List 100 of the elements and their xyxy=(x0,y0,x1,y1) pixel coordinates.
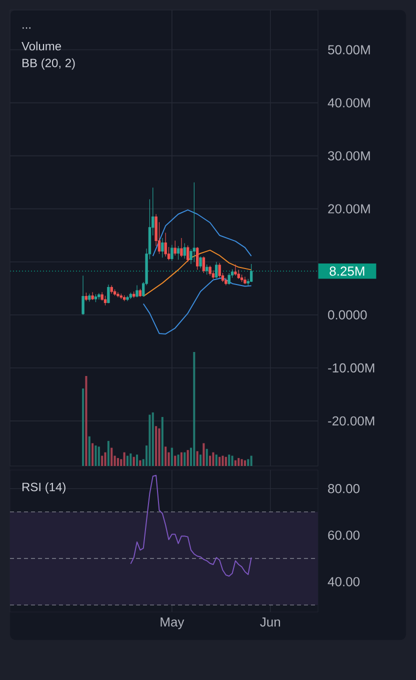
bar xyxy=(177,454,180,466)
bar xyxy=(130,453,132,466)
ref-line-label: 8.25M xyxy=(330,266,364,276)
candlestick xyxy=(110,284,113,294)
line-series xyxy=(142,277,252,334)
candlestick xyxy=(208,265,212,276)
annotation: ... xyxy=(22,27,30,29)
bar xyxy=(152,412,154,466)
y-tick-label: -20.00M xyxy=(328,416,374,426)
candlestick xyxy=(228,272,230,285)
bar xyxy=(202,443,205,466)
candlestick xyxy=(138,288,142,298)
bar xyxy=(231,456,234,466)
candlestick xyxy=(250,264,253,282)
line-series xyxy=(130,474,252,577)
bar xyxy=(107,440,110,466)
y-tick-label: 0.0000 xyxy=(328,310,367,320)
bar xyxy=(132,456,135,466)
bar xyxy=(82,388,84,466)
bar xyxy=(180,452,182,466)
bar xyxy=(94,445,97,466)
y-tick-label: 50.00M xyxy=(328,45,370,54)
y-tick-label: 80.00 xyxy=(328,484,360,494)
bar xyxy=(123,452,126,466)
candlestick xyxy=(174,240,176,256)
candlestick xyxy=(164,232,167,257)
annotation: Volume xyxy=(22,42,62,50)
bar xyxy=(234,460,236,466)
candlestick xyxy=(88,293,91,302)
bar xyxy=(209,456,212,466)
bar xyxy=(222,456,224,466)
annotation: RSI (14) xyxy=(22,482,66,494)
candlestick xyxy=(186,245,190,262)
bar xyxy=(218,456,221,466)
bar xyxy=(174,456,176,466)
y-tick-label: 40.00 xyxy=(328,577,360,586)
bar xyxy=(240,459,243,466)
bar xyxy=(212,452,214,466)
candlestick xyxy=(218,262,221,278)
x-tick-label: Jun xyxy=(260,618,280,627)
candlestick xyxy=(113,289,116,296)
candlestick xyxy=(126,295,129,302)
candlestick xyxy=(98,292,100,300)
candlestick xyxy=(196,246,199,270)
y-tick-label: 20.00M xyxy=(328,204,370,214)
candlestick xyxy=(224,277,228,286)
bar xyxy=(136,454,138,466)
bar xyxy=(206,448,208,466)
bar xyxy=(247,459,250,466)
bar xyxy=(161,416,164,466)
bar xyxy=(116,458,119,466)
bar xyxy=(164,446,167,466)
candlestick xyxy=(116,292,120,298)
candlestick xyxy=(183,243,186,259)
line-series xyxy=(142,250,252,297)
bar xyxy=(200,454,202,466)
line-series xyxy=(152,209,252,257)
annotation: BB (20, 2) xyxy=(22,58,75,70)
candlestick xyxy=(122,294,126,302)
candlestick xyxy=(202,256,206,274)
candlestick xyxy=(170,244,174,262)
candlestick xyxy=(82,275,84,316)
bar xyxy=(92,443,94,466)
candlestick xyxy=(94,294,98,302)
bar xyxy=(186,450,189,466)
candlestick xyxy=(244,276,246,284)
bar xyxy=(101,456,104,466)
bar xyxy=(110,448,113,466)
bar xyxy=(244,460,246,466)
bar xyxy=(238,458,240,466)
bar xyxy=(104,452,106,466)
y-tick-label: 40.00M xyxy=(328,98,370,108)
bar xyxy=(126,456,128,466)
candlestick xyxy=(84,292,88,302)
y-tick-label: 60.00 xyxy=(328,530,360,540)
bar xyxy=(139,460,142,466)
bar xyxy=(98,446,100,466)
candlestick xyxy=(234,264,237,276)
bar xyxy=(215,454,218,466)
candlestick xyxy=(107,284,110,304)
candlestick xyxy=(161,238,164,258)
y-tick-label: -10.00M xyxy=(328,363,374,373)
candlestick xyxy=(199,256,202,269)
bar xyxy=(184,452,186,466)
bar xyxy=(196,451,198,466)
bar xyxy=(155,426,158,466)
bar xyxy=(228,454,230,466)
bar xyxy=(224,456,227,466)
bar xyxy=(85,376,88,466)
bar xyxy=(158,428,160,466)
y-tick-label: 30.00M xyxy=(328,151,370,160)
bar xyxy=(170,448,173,466)
candlestick xyxy=(91,292,94,300)
candlestick xyxy=(136,284,138,298)
candlestick xyxy=(180,238,183,258)
bar xyxy=(250,456,252,466)
candlestick xyxy=(215,262,218,279)
candlestick xyxy=(104,295,107,306)
bar xyxy=(193,352,196,466)
bar xyxy=(148,414,151,466)
